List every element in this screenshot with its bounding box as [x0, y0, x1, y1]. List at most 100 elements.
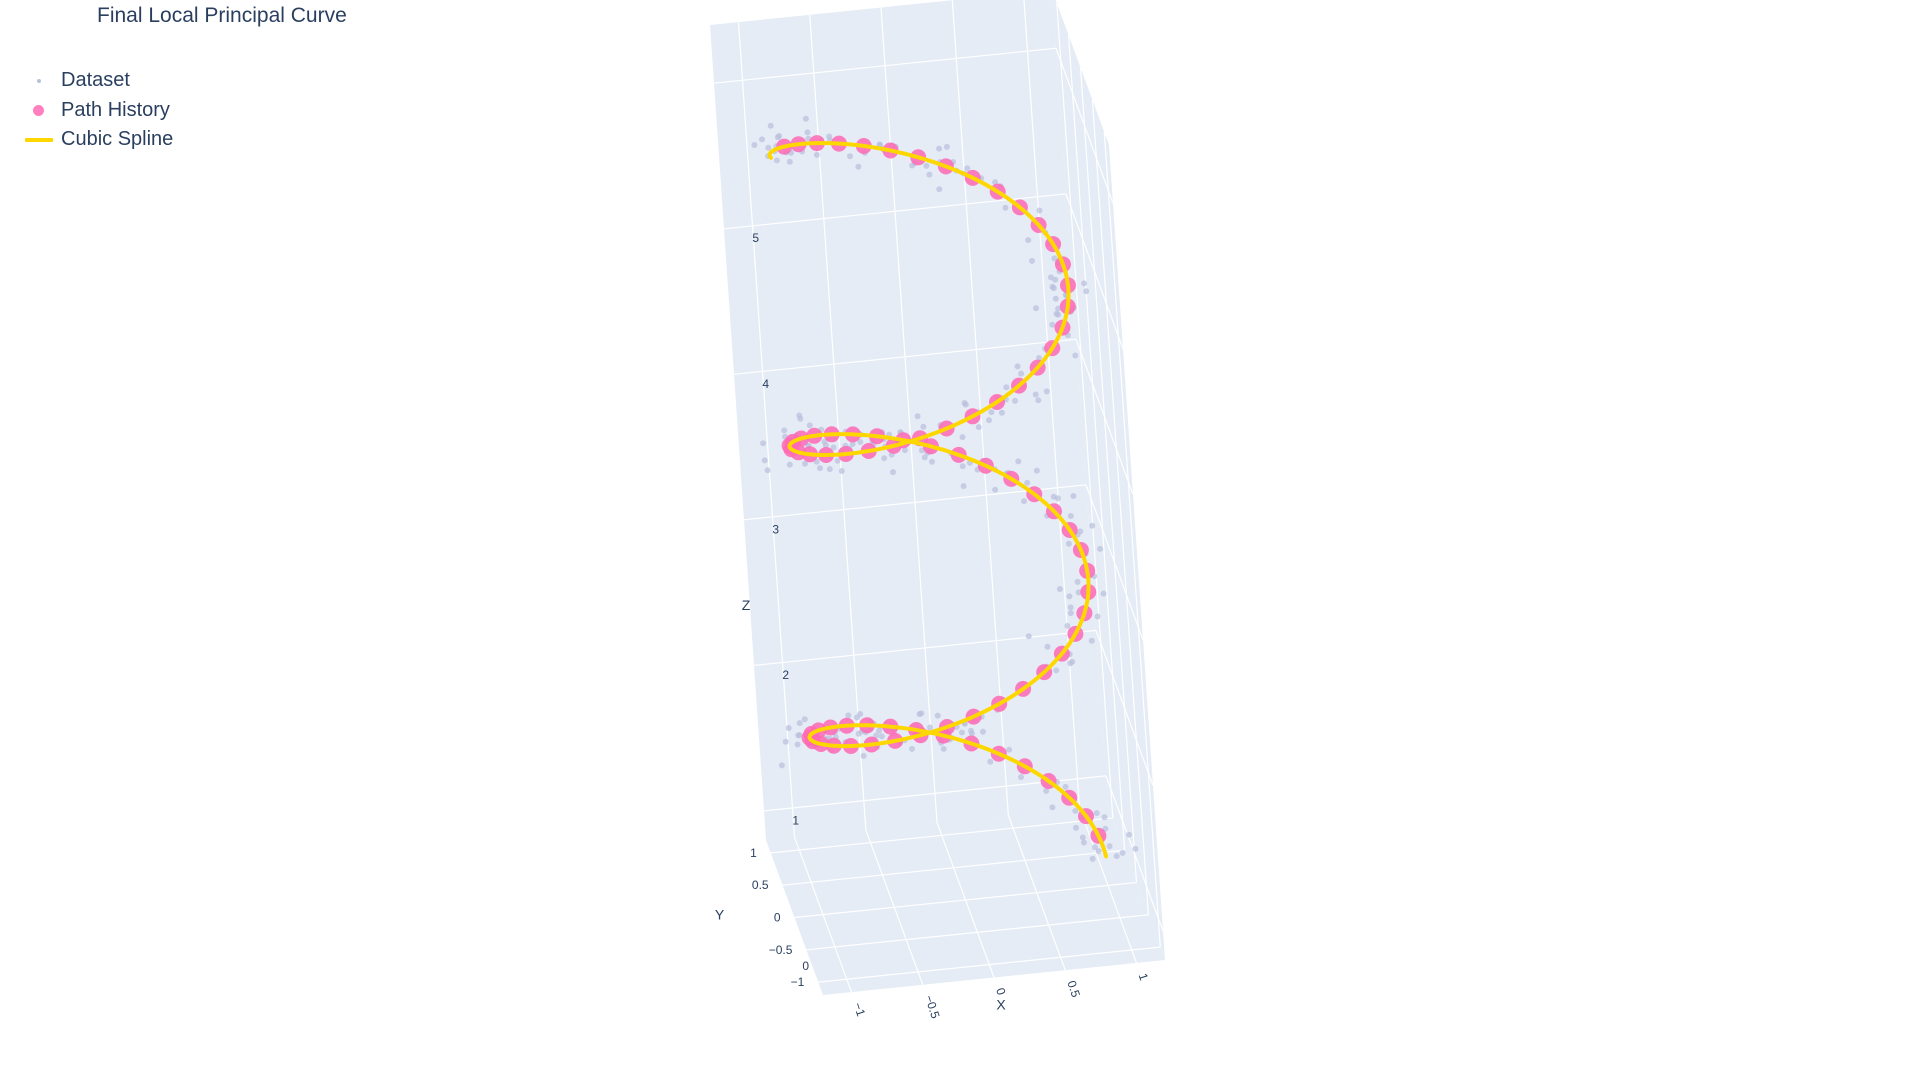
dataset-point	[826, 133, 833, 140]
legend-item-dataset[interactable]: Dataset	[22, 66, 173, 96]
y-tick-label: 1	[750, 846, 757, 860]
dataset-point	[962, 401, 969, 408]
chart-title: Final Local Principal Curve	[97, 4, 347, 27]
dataset-point	[909, 745, 915, 752]
dataset-point	[1094, 613, 1101, 620]
x-tick-label: −1	[851, 1001, 869, 1019]
gridline-z	[1065, 193, 1124, 350]
x-tick-label: 1	[1136, 972, 1151, 983]
dataset-point	[940, 745, 947, 752]
dataset-point	[1024, 479, 1031, 486]
dataset-point	[767, 122, 774, 129]
dataset-point	[1050, 285, 1057, 292]
dataset-point	[860, 752, 867, 759]
z-tick-label: 5	[752, 231, 759, 245]
dataset-point	[834, 457, 841, 464]
dataset-point	[1081, 280, 1088, 287]
gridline-y	[782, 849, 1125, 886]
dataset-point	[943, 143, 950, 150]
dataset-point	[1126, 831, 1132, 838]
gridline-y	[818, 946, 1161, 983]
path-history-swatch-icon	[22, 103, 56, 117]
cubic-spline-path	[767, 141, 1108, 859]
gridline-z	[753, 629, 1097, 666]
dataset-point	[1050, 493, 1057, 500]
dataset-point	[920, 423, 927, 430]
dataset-point	[830, 444, 837, 451]
dataset-point	[1021, 498, 1027, 505]
y-tick-label: 0.5	[752, 878, 769, 892]
z-axis-title: Z	[742, 597, 751, 613]
dataset-point	[1100, 590, 1107, 597]
dataset-point	[992, 486, 999, 493]
gridline-x	[737, 22, 796, 838]
dataset-point	[921, 454, 928, 461]
dataset-point	[881, 455, 888, 462]
dataset-point	[1055, 305, 1062, 312]
dataset-point	[964, 165, 971, 172]
z-tick-label: 0	[802, 959, 809, 973]
dataset-point	[1053, 310, 1060, 317]
dataset-point	[936, 145, 943, 152]
dataset-point	[1072, 352, 1079, 359]
dataset-swatch-icon	[22, 74, 56, 88]
dataset-point	[890, 469, 896, 476]
dataset-point	[773, 157, 780, 164]
dataset-point	[854, 714, 860, 721]
legend-label-dataset: Dataset	[61, 69, 130, 92]
legend-item-cubic-spline[interactable]: Cubic Spline	[22, 125, 173, 155]
dataset-point	[986, 417, 992, 424]
dataset-point	[1032, 391, 1039, 398]
dataset-point	[1066, 593, 1073, 600]
gridline-z	[1055, 47, 1114, 204]
dataset-point	[1051, 255, 1058, 262]
x-tick-label: 0	[993, 986, 1008, 997]
gridline-z	[1095, 630, 1154, 786]
dataset-point	[1089, 522, 1096, 529]
dataset-point	[1035, 397, 1042, 404]
y-tick-label: −0.5	[769, 943, 793, 957]
dataset-point	[806, 422, 813, 429]
dataset-point	[1049, 804, 1056, 811]
dataset-point	[1106, 843, 1113, 850]
dataset-point	[987, 758, 994, 765]
dataset-point	[801, 716, 808, 723]
y-tick-label: −1	[791, 975, 805, 989]
legend-label-cubic-spline: Cubic Spline	[61, 128, 174, 151]
dataset-point	[849, 441, 856, 447]
legend: Dataset Path History Cubic Spline	[22, 66, 173, 155]
axis-titles: X Y Z	[715, 597, 1007, 1012]
dataset-point	[960, 483, 967, 490]
dataset-point	[855, 163, 862, 170]
dataset-point	[1025, 633, 1032, 640]
dataset-point	[759, 136, 765, 143]
dataset-point	[1077, 528, 1084, 535]
gridline-z	[1085, 484, 1144, 641]
dataset-point	[1056, 586, 1063, 592]
dataset-point	[764, 467, 771, 474]
scene-gridlines	[713, 0, 1164, 993]
dataset-point	[857, 439, 864, 445]
dataset-point	[901, 447, 908, 454]
dataset-point	[1064, 622, 1071, 629]
dataset-point	[1014, 363, 1021, 370]
dataset-point	[876, 141, 883, 148]
gridline-y	[770, 817, 1113, 854]
dataset-point	[1097, 545, 1104, 552]
dataset-point	[878, 733, 885, 740]
legend-item-path-history[interactable]: Path History	[22, 96, 173, 126]
cubic-spline-swatch-icon	[22, 133, 56, 147]
dataset-point	[934, 712, 941, 719]
dataset-point	[975, 424, 982, 431]
dataset-point	[1018, 370, 1025, 377]
dataset-point	[873, 732, 880, 739]
gridline-y	[794, 881, 1137, 919]
dataset-point	[988, 409, 995, 416]
z-tick-label: 2	[782, 668, 789, 682]
dataset-point	[1015, 458, 1022, 465]
dataset-point	[1029, 257, 1035, 264]
dataset-point	[1093, 810, 1100, 817]
dataset-point	[1065, 540, 1072, 547]
legend-label-path-history: Path History	[61, 98, 170, 121]
